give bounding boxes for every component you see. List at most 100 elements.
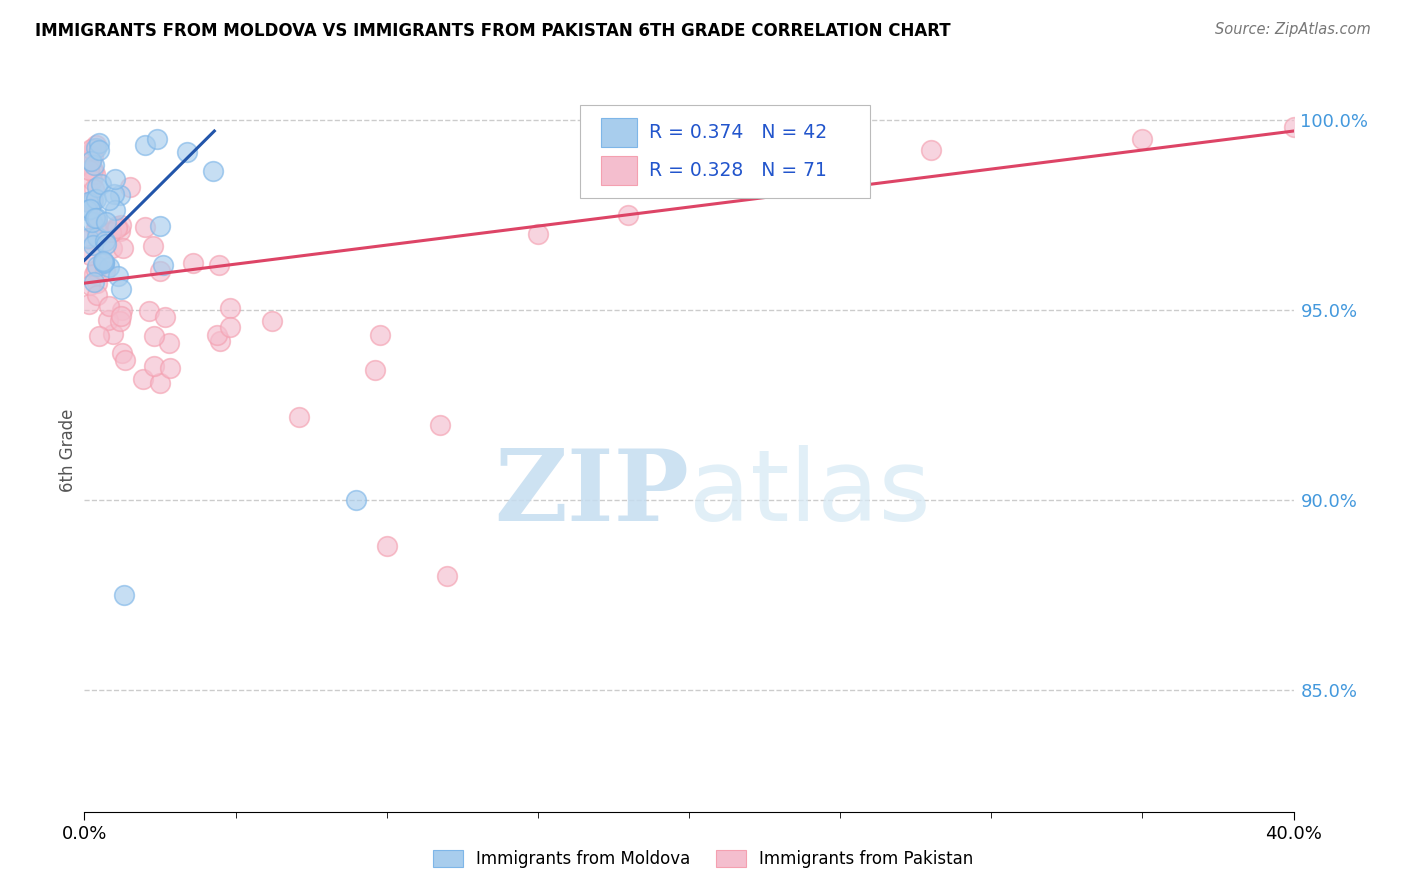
Point [101, 326, 124, 341]
Point [617, 208, 640, 222]
Point [138, 303, 160, 318]
Point [101, 241, 124, 255]
Point [86, 259, 108, 273]
Point [368, 328, 391, 343]
Point [97, 312, 120, 326]
Point [82, 162, 104, 177]
Point [98, 299, 121, 313]
Point [84, 141, 107, 155]
Point [159, 361, 181, 376]
Y-axis label: 6th Grade: 6th Grade [59, 409, 77, 492]
Point [91, 254, 114, 268]
Text: IMMIGRANTS FROM MOLDOVA VS IMMIGRANTS FROM PAKISTAN 6TH GRADE CORRELATION CHART: IMMIGRANTS FROM MOLDOVA VS IMMIGRANTS FR… [35, 22, 950, 40]
Point [76, 194, 98, 209]
Point [87, 143, 110, 157]
Point [153, 310, 176, 325]
Point [84, 263, 107, 277]
Point [111, 241, 134, 255]
Point [82, 237, 104, 252]
Point [86, 211, 108, 225]
Point [84, 137, 107, 152]
Point [86, 192, 108, 206]
Point [527, 227, 550, 241]
Point [80, 195, 103, 210]
Point [218, 320, 240, 334]
Point [82, 193, 104, 207]
Text: R = 0.374   N = 42: R = 0.374 N = 42 [650, 123, 827, 142]
Point [149, 219, 172, 233]
Point [1130, 131, 1153, 145]
Point [157, 335, 180, 350]
Point [738, 169, 761, 184]
Point [176, 145, 198, 160]
Point [218, 301, 240, 315]
Point [134, 138, 156, 153]
Point [82, 149, 104, 163]
Point [208, 258, 231, 272]
Point [108, 313, 131, 327]
Point [149, 376, 172, 391]
Point [110, 219, 132, 233]
Point [83, 211, 105, 226]
Point [83, 267, 105, 281]
Point [111, 346, 134, 360]
Point [262, 314, 284, 328]
Point [80, 172, 103, 186]
Point [90, 177, 112, 191]
Point [152, 258, 174, 272]
FancyBboxPatch shape [600, 155, 637, 185]
Point [346, 492, 368, 507]
Point [111, 302, 134, 317]
Point [141, 239, 163, 253]
Point [429, 418, 451, 433]
Point [108, 188, 131, 202]
Point [77, 231, 100, 245]
Point [79, 278, 101, 293]
Point [79, 232, 101, 246]
Point [79, 248, 101, 262]
Point [100, 226, 122, 240]
Point [920, 143, 942, 157]
Point [104, 203, 127, 218]
Text: atlas: atlas [689, 445, 931, 542]
Point [143, 329, 166, 343]
Point [77, 296, 100, 310]
Point [118, 180, 141, 194]
Point [84, 221, 107, 235]
Point [201, 164, 224, 178]
Text: Source: ZipAtlas.com: Source: ZipAtlas.com [1215, 22, 1371, 37]
Point [94, 215, 117, 229]
Point [77, 159, 100, 173]
Point [98, 193, 121, 207]
Point [94, 264, 117, 278]
Point [94, 237, 117, 252]
FancyBboxPatch shape [600, 118, 637, 147]
Point [83, 275, 105, 289]
Point [79, 202, 101, 216]
Point [207, 328, 229, 343]
Point [1282, 120, 1305, 135]
Point [132, 372, 155, 386]
Text: ZIP: ZIP [494, 445, 689, 542]
Point [112, 588, 135, 602]
Point [83, 158, 105, 172]
Point [93, 255, 115, 269]
Point [363, 363, 385, 377]
Point [105, 221, 128, 235]
Legend: Immigrants from Moldova, Immigrants from Pakistan: Immigrants from Moldova, Immigrants from… [426, 843, 980, 875]
Point [86, 277, 108, 291]
Point [87, 329, 110, 343]
Point [105, 219, 128, 233]
Point [91, 255, 114, 269]
Point [83, 140, 105, 154]
Point [76, 202, 98, 217]
Point [89, 136, 111, 150]
Point [83, 167, 105, 181]
Point [107, 268, 129, 283]
Point [103, 186, 125, 201]
Point [181, 256, 204, 270]
Point [287, 410, 309, 425]
Point [94, 235, 117, 249]
Point [149, 264, 172, 278]
Point [436, 569, 458, 583]
